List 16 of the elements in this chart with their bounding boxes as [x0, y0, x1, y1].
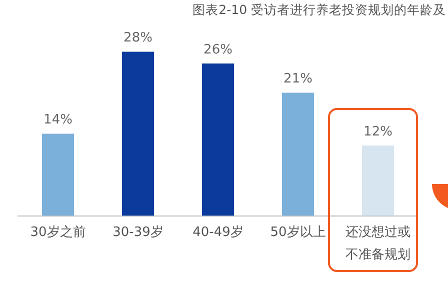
bar: [282, 92, 314, 216]
bar: [362, 145, 394, 216]
data-label: 21%: [284, 72, 312, 87]
data-label: 12%: [364, 124, 392, 140]
data-label: 14%: [44, 112, 72, 128]
data-label: 26%: [204, 42, 232, 58]
x-tick-label: 40-49岁: [192, 225, 244, 240]
bar: [42, 134, 74, 216]
data-label: 28%: [124, 30, 152, 46]
x-tick-label: 30岁之前: [30, 225, 86, 240]
bar: [122, 52, 154, 216]
chart-title: 图表2-10 受访者进行养老投资规划的年龄及: [192, 2, 446, 19]
bar: [202, 63, 234, 216]
x-tick-label: 30-39岁: [112, 225, 164, 240]
x-tick-label: 50岁以上: [270, 225, 326, 240]
x-tick-label: 还没想过或不准备规划: [346, 225, 410, 262]
